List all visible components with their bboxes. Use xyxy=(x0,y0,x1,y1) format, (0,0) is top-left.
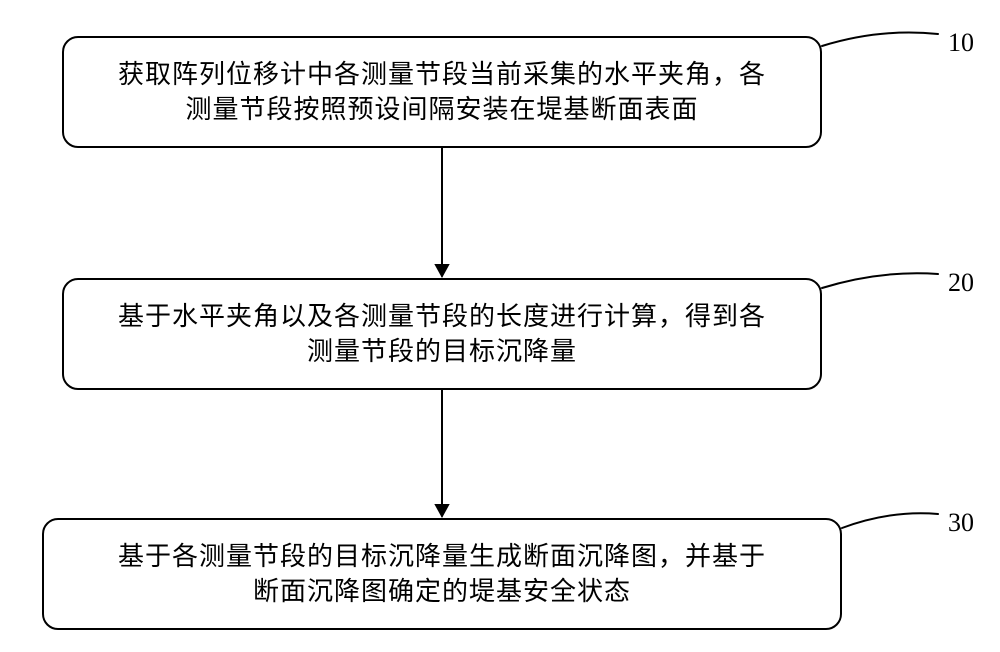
flowchart-label-text: 10 xyxy=(948,28,974,57)
flowchart-label-step30: 30 xyxy=(948,508,974,538)
flowchart-node-step20: 基于水平夹角以及各测量节段的长度进行计算，得到各 测量节段的目标沉降量 xyxy=(62,278,822,390)
flowchart-label-text: 30 xyxy=(948,508,974,537)
flowchart-node-text: 基于各测量节段的目标沉降量生成断面沉降图，并基于 断面沉降图确定的堤基安全状态 xyxy=(118,539,766,609)
flowchart-canvas: 获取阵列位移计中各测量节段当前采集的水平夹角，各 测量节段按照预设间隔安装在堤基… xyxy=(0,0,1000,652)
flowchart-node-text: 基于水平夹角以及各测量节段的长度进行计算，得到各 测量节段的目标沉降量 xyxy=(118,299,766,369)
flowchart-label-step20: 20 xyxy=(948,268,974,298)
flowchart-label-step10: 10 xyxy=(948,28,974,58)
flowchart-label-text: 20 xyxy=(948,268,974,297)
flowchart-node-text: 获取阵列位移计中各测量节段当前采集的水平夹角，各 测量节段按照预设间隔安装在堤基… xyxy=(118,57,766,127)
flowchart-node-step10: 获取阵列位移计中各测量节段当前采集的水平夹角，各 测量节段按照预设间隔安装在堤基… xyxy=(62,36,822,148)
flowchart-node-step30: 基于各测量节段的目标沉降量生成断面沉降图，并基于 断面沉降图确定的堤基安全状态 xyxy=(42,518,842,630)
